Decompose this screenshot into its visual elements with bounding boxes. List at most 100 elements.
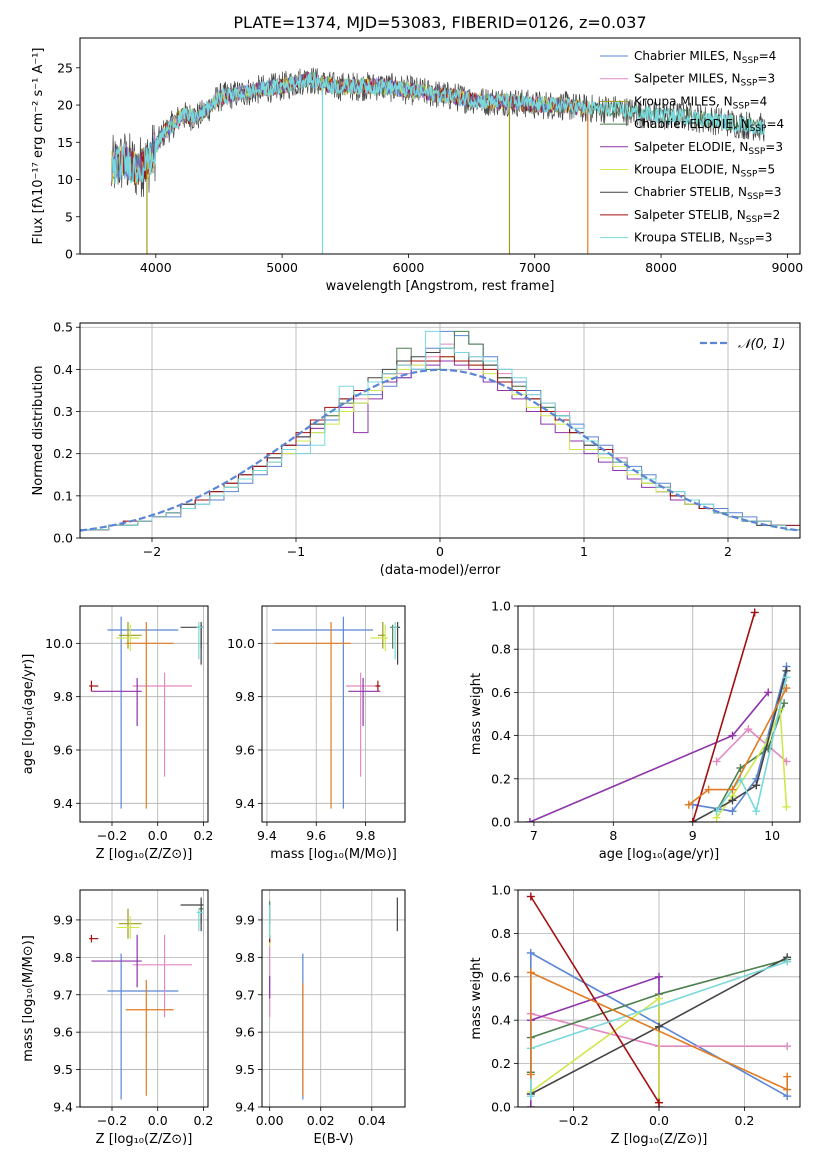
y-tick-label: 0.2 bbox=[491, 771, 511, 786]
y-tick-label: 10.0 bbox=[227, 636, 255, 651]
weight-marker bbox=[526, 892, 535, 901]
panel-age-vs-z: −0.2 0.0 0.2 9.4 9.6 9.8 10.0 Z [log₁₀(Z/Z⊙)] ag… bbox=[21, 605, 213, 862]
weight-marker bbox=[782, 802, 791, 811]
x-axis-label: Z [log₁₀(Z/Z⊙)] bbox=[96, 1132, 193, 1147]
weight-line bbox=[688, 687, 788, 806]
x-axis-label: wavelength [Angstrom, rest frame] bbox=[326, 279, 555, 294]
weight-marker bbox=[782, 673, 791, 682]
panel-residuals: −2 −1 0 1 2 0.0 0.1 0.2 0.3 0.4 0.5 (data-model)/er… bbox=[31, 320, 801, 578]
weight-marker bbox=[655, 972, 663, 981]
x-axis-label: age [log₁₀(age/yr)] bbox=[599, 847, 720, 862]
y-tick-label: 25 bbox=[57, 60, 73, 75]
axes-frame bbox=[79, 889, 209, 1108]
y-tick-label: 9.8 bbox=[235, 950, 255, 965]
grid bbox=[80, 890, 208, 1108]
weight-marker bbox=[764, 688, 773, 697]
y-axis-label: mass [log₁₀(M/M⊙)] bbox=[21, 935, 36, 1062]
legend-label: Kroupa MILES, NSSP=4 bbox=[634, 94, 767, 111]
weight-marker bbox=[688, 818, 697, 822]
panel-spectrum: 4000 5000 6000 7000 8000 9000 0 5 10 15 20 25 wavele… bbox=[31, 37, 803, 294]
weight-marker bbox=[655, 1098, 663, 1107]
weight-marker bbox=[744, 725, 753, 734]
x-tick-label: 7000 bbox=[519, 260, 551, 275]
grid bbox=[80, 606, 208, 822]
x-tick-label: 0.0 bbox=[649, 1113, 669, 1128]
y-tick-label: 9.8 bbox=[53, 950, 73, 965]
x-tick-label: 9000 bbox=[771, 260, 803, 275]
legend-label: Chabrier STELIB, NSSP=3 bbox=[634, 185, 782, 202]
x-tick-label: 0.00 bbox=[256, 1113, 284, 1128]
x-tick-label: 8 bbox=[609, 828, 617, 843]
plot-area bbox=[111, 67, 765, 254]
y-axis-label: mass weight bbox=[469, 673, 484, 755]
normal-curve bbox=[80, 368, 800, 532]
weight-line bbox=[530, 896, 660, 1104]
x-axis-label: Z [log₁₀(Z/Z⊙)] bbox=[611, 1132, 708, 1147]
y-tick-label: 0.3 bbox=[53, 404, 73, 419]
y-axis-label: age [log₁₀(age/yr)] bbox=[21, 654, 36, 775]
y-tick-label: 9.8 bbox=[235, 689, 255, 704]
legend-label: Chabrier MILES, NSSP=4 bbox=[634, 49, 776, 66]
y-tick-label: 20 bbox=[57, 98, 73, 113]
y-axis-label: mass weight bbox=[469, 957, 484, 1039]
y-tick-label: 5 bbox=[65, 209, 73, 224]
x-tick-label: 9.6 bbox=[306, 828, 326, 843]
y-tick-label: 0.5 bbox=[53, 320, 73, 335]
x-tick-label: −2 bbox=[143, 544, 161, 559]
axes-frame bbox=[79, 37, 801, 255]
y-tick-label: 9.9 bbox=[235, 912, 255, 927]
x-tick-label: 0.0 bbox=[148, 1113, 168, 1128]
weight-line bbox=[692, 666, 788, 813]
figure-title: PLATE=1374, MJD=53083, FIBERID=0126, z=0… bbox=[233, 13, 646, 32]
plot-area bbox=[89, 616, 204, 809]
weight-marker bbox=[526, 968, 535, 977]
weight-line bbox=[715, 677, 788, 814]
x-tick-label: 0.2 bbox=[193, 828, 213, 843]
y-tick-label: 9.5 bbox=[53, 1062, 73, 1077]
y-tick-label: 9.9 bbox=[53, 912, 73, 927]
grid bbox=[518, 605, 800, 823]
weight-marker bbox=[526, 1070, 535, 1079]
y-axis-label: Flux [fλ10⁻¹⁷ erg cm⁻² s⁻¹ A⁻¹] bbox=[31, 48, 46, 245]
plot-area bbox=[269, 897, 398, 1100]
spectrum-line bbox=[111, 71, 765, 183]
weight-marker bbox=[728, 785, 737, 794]
axes-frame bbox=[261, 605, 406, 823]
y-tick-label: 9.6 bbox=[235, 1025, 255, 1040]
weight-marker bbox=[712, 807, 721, 816]
weight-marker bbox=[783, 957, 792, 966]
weight-line bbox=[692, 612, 756, 822]
plot-area bbox=[89, 897, 204, 1100]
y-tick-label: 9.6 bbox=[53, 1025, 73, 1040]
legend-label: Kroupa ELODIE, NSSP=5 bbox=[634, 163, 775, 180]
y-tick-label: 0.2 bbox=[53, 446, 73, 461]
x-tick-label: 8000 bbox=[645, 260, 677, 275]
weight-marker bbox=[728, 796, 737, 805]
x-tick-label: 10 bbox=[764, 828, 780, 843]
weight-marker bbox=[655, 1022, 663, 1031]
y-tick-label: 0.6 bbox=[491, 685, 511, 700]
x-tick-label: 0.02 bbox=[307, 1113, 335, 1128]
panels: 4000 5000 6000 7000 8000 90000510152025wavele… bbox=[21, 37, 803, 1147]
legend: Chabrier MILES, NSSP=4 Salpeter MILES, NS… bbox=[600, 49, 784, 248]
x-tick-label: −1 bbox=[287, 544, 305, 559]
weight-marker bbox=[525, 818, 534, 822]
x-tick-label: 9 bbox=[689, 828, 697, 843]
panel-age-vs-mass: 9.4 9.6 9.8 9.4 9.6 9.8 10.0 mass [log₁₀(M/M⊙)] bbox=[227, 605, 406, 862]
spectrum-line bbox=[111, 71, 765, 184]
y-tick-label: 1.0 bbox=[491, 883, 511, 898]
y-tick-label: 9.4 bbox=[235, 1100, 255, 1115]
x-tick-label: 1 bbox=[580, 544, 588, 559]
y-tick-label: 9.4 bbox=[235, 796, 255, 811]
x-tick-label: −0.2 bbox=[97, 1113, 127, 1128]
weight-marker bbox=[526, 1103, 535, 1107]
y-tick-label: 0.8 bbox=[491, 642, 511, 657]
y-tick-label: 0.0 bbox=[491, 1100, 511, 1115]
x-axis-label: Z [log₁₀(Z/Z⊙)] bbox=[96, 847, 193, 862]
y-tick-label: 10 bbox=[57, 172, 73, 187]
weight-marker bbox=[526, 948, 535, 957]
y-tick-label: 1.0 bbox=[491, 599, 511, 614]
x-tick-label: 6000 bbox=[393, 260, 425, 275]
x-tick-label: −0.2 bbox=[97, 828, 127, 843]
